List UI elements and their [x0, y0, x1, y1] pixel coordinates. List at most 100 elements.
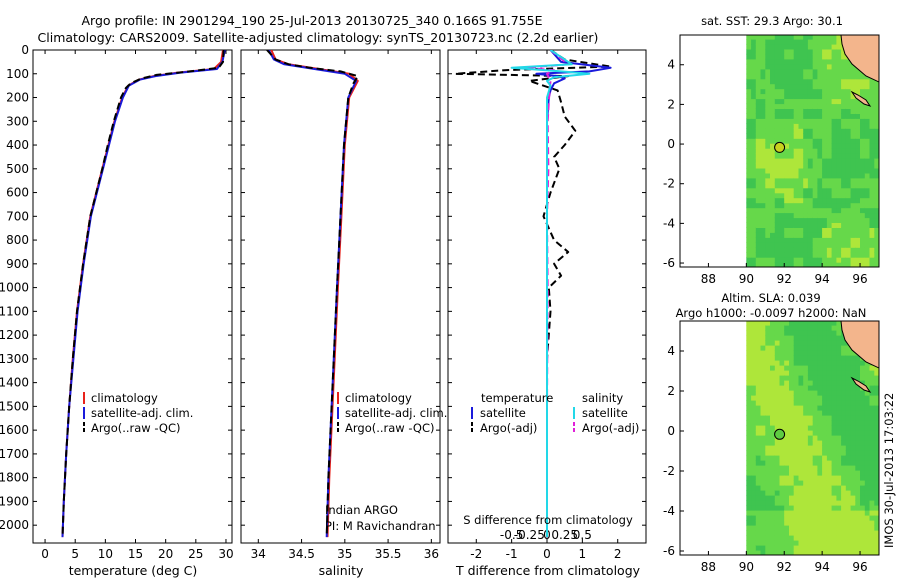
- map-cell: [855, 550, 861, 555]
- map-cell: [841, 113, 847, 119]
- map-y-tick-label: 2: [667, 384, 675, 398]
- map-cell: [874, 217, 879, 223]
- map-cell: [803, 475, 809, 481]
- map-cell: [774, 505, 781, 511]
- map-cell: [860, 118, 866, 124]
- map-cell: [760, 380, 766, 386]
- map-cell: [841, 550, 847, 555]
- map-cell: [836, 455, 842, 461]
- map-cell: [765, 48, 771, 55]
- map-cell: [845, 455, 852, 461]
- map-cell: [845, 212, 852, 219]
- map-cell: [770, 35, 776, 40]
- map-cell: [850, 465, 856, 471]
- map-cell: [760, 540, 766, 546]
- map-cell: [836, 123, 842, 129]
- map-cell: [874, 535, 879, 541]
- map-cell: [746, 505, 752, 511]
- map-cell: [817, 118, 823, 124]
- map-cell: [864, 262, 871, 267]
- map-cell: [784, 355, 790, 361]
- map-cell: [807, 430, 814, 436]
- s-difference-tick-label: 0.25: [551, 528, 578, 542]
- map-cell: [803, 103, 809, 109]
- map-cell: [765, 505, 771, 511]
- map-cell: [817, 470, 823, 476]
- depth-tick-label: 1000: [0, 281, 29, 295]
- depth-tick-label: 300: [6, 114, 29, 128]
- map-cell: [760, 192, 766, 199]
- map-cell: [817, 510, 823, 516]
- map-cell: [831, 167, 837, 174]
- map-cell: [774, 207, 781, 214]
- map-cell: [855, 430, 861, 436]
- map-cell: [874, 237, 879, 243]
- map-cell: [822, 470, 828, 476]
- sst-land: [840, 35, 879, 107]
- map-cell: [798, 48, 804, 55]
- map-cell: [874, 257, 879, 263]
- map-cell: [869, 207, 875, 214]
- map-cell: [779, 35, 785, 40]
- map-cell: [812, 222, 818, 228]
- map-cell: [765, 63, 771, 70]
- map-cell: [751, 475, 757, 481]
- map-cell: [869, 365, 875, 371]
- map-cell: [803, 350, 809, 356]
- map-cell: [765, 510, 771, 516]
- map-cell: [765, 550, 771, 555]
- map-cell: [760, 187, 766, 194]
- map-cell: [826, 425, 833, 431]
- map-cell: [751, 232, 757, 238]
- map-cell: [826, 207, 833, 214]
- map-cell: [841, 415, 847, 421]
- map-cell: [841, 525, 847, 531]
- map-cell: [869, 485, 875, 491]
- map-cell: [812, 182, 818, 189]
- map-cell: [822, 405, 828, 411]
- map-cell: [869, 505, 875, 511]
- map-cell: [803, 138, 809, 144]
- map-cell: [765, 167, 771, 174]
- map-cell: [751, 172, 757, 179]
- map-cell: [860, 227, 866, 233]
- map-cell: [831, 128, 837, 134]
- map-cell: [746, 192, 752, 199]
- map-cell: [826, 435, 833, 441]
- map-cell: [779, 390, 785, 396]
- map-cell: [855, 540, 861, 546]
- map-cell: [841, 390, 847, 396]
- map-cell: [831, 325, 837, 331]
- map-cell: [784, 222, 790, 228]
- map-cell: [803, 58, 809, 65]
- map-cell: [803, 415, 809, 421]
- map-cell: [807, 247, 814, 253]
- map-cell: [822, 113, 828, 119]
- map-cell: [774, 415, 781, 421]
- map-cell: [784, 252, 790, 258]
- map-cell: [826, 93, 833, 100]
- map-cell: [874, 525, 879, 531]
- map-cell: [831, 247, 837, 253]
- map-cell: [855, 118, 861, 124]
- map-cell: [784, 420, 790, 426]
- map-cell: [803, 182, 809, 189]
- map-cell: [822, 108, 828, 114]
- map-cell: [831, 257, 837, 263]
- map-cell: [774, 420, 781, 426]
- map-cell: [874, 425, 879, 431]
- map-cell: [784, 153, 790, 159]
- map-cell: [860, 148, 866, 154]
- map-cell: [841, 515, 847, 521]
- map-cell: [874, 167, 879, 174]
- map-cell: [855, 545, 861, 551]
- map-cell: [765, 455, 771, 461]
- map-cell: [831, 39, 837, 45]
- map-cell: [860, 400, 866, 406]
- map-cell: [784, 430, 790, 436]
- map-cell: [841, 430, 847, 436]
- map-cell: [845, 360, 852, 366]
- map-cell: [746, 177, 752, 184]
- map-cell: [793, 365, 799, 371]
- map-cell: [746, 78, 752, 85]
